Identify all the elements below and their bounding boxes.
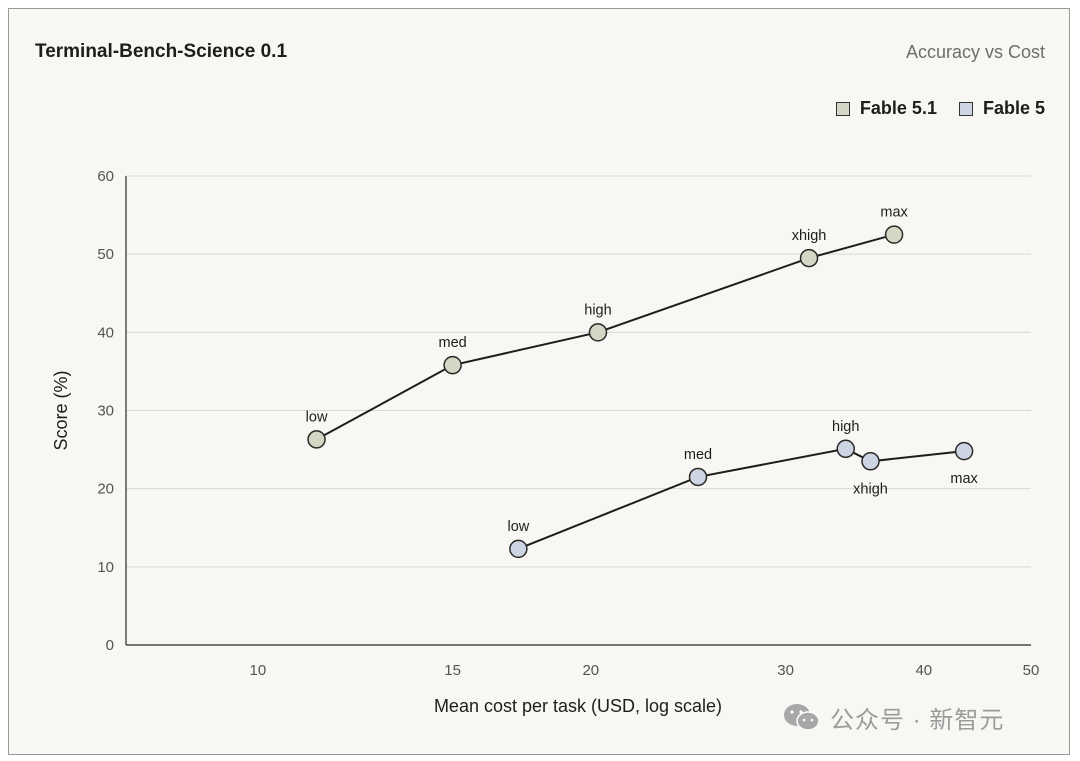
wechat-icon xyxy=(784,703,820,731)
y-tick-label-40: 40 xyxy=(97,324,114,341)
y-tick-label-0: 0 xyxy=(106,637,114,654)
chart-title: Terminal-Bench-Science 0.1 xyxy=(35,41,288,62)
legend-label-fable-5-1: Fable 5.1 xyxy=(859,98,937,118)
data-label-1-high: high xyxy=(832,419,859,435)
x-tick-label-15: 15 xyxy=(444,662,461,679)
x-axis-title: Mean cost per task (USD, log scale) xyxy=(434,696,722,716)
data-label-0-high: high xyxy=(584,302,611,318)
legend-label-fable-5: Fable 5 xyxy=(982,98,1045,118)
x-tick-label-20: 20 xyxy=(582,662,599,679)
data-label-1-xhigh: xhigh xyxy=(853,481,888,497)
data-label-1-max: max xyxy=(950,471,978,487)
data-label-0-max: max xyxy=(880,205,908,221)
data-point-1-med xyxy=(688,467,708,487)
data-point-1-low xyxy=(509,539,528,559)
data-point-1-xhigh xyxy=(861,452,880,471)
legend-swatch-fable-5 xyxy=(958,101,973,116)
data-label-0-med: med xyxy=(439,335,467,351)
data-point-0-med xyxy=(443,355,462,375)
legend-item-fable-5: Fable 5 xyxy=(958,98,1045,119)
data-point-0-xhigh xyxy=(799,248,819,268)
y-tick-label-10: 10 xyxy=(97,559,114,576)
data-label-1-low: low xyxy=(507,519,529,535)
chart-card: Terminal-Bench-Science 0.1 Accuracy vs C… xyxy=(8,8,1070,755)
x-tick-label-40: 40 xyxy=(915,662,932,679)
series-line-1 xyxy=(517,447,965,550)
watermark-text: 公众号 · 新智元 xyxy=(830,707,1005,734)
data-label-1-med: med xyxy=(684,447,712,463)
data-label-0-low: low xyxy=(306,409,328,425)
y-tick-label-30: 30 xyxy=(97,403,114,420)
data-point-1-high xyxy=(836,439,855,459)
legend-swatch-fable-5-1 xyxy=(835,101,850,116)
data-point-0-high xyxy=(588,323,608,342)
x-tick-label-10: 10 xyxy=(249,662,266,679)
legend-item-fable-5-1: Fable 5.1 xyxy=(835,98,937,119)
x-tick-label-50: 50 xyxy=(1023,662,1040,679)
chart-subtitle: Accuracy vs Cost xyxy=(905,42,1045,62)
legend: Fable 5.1 Fable 5 xyxy=(835,98,1045,119)
data-point-0-max xyxy=(884,225,904,244)
data-label-0-xhigh: xhigh xyxy=(792,228,827,244)
data-point-0-low xyxy=(307,430,326,449)
data-point-1-max xyxy=(954,441,974,461)
y-axis-title: Score (%) xyxy=(51,370,71,450)
y-tick-label-50: 50 xyxy=(97,246,114,263)
y-tick-label-20: 20 xyxy=(97,481,114,498)
y-tick-label-60: 60 xyxy=(97,168,114,185)
watermark: 公众号 · 新智元 xyxy=(782,700,1004,735)
x-tick-label-30: 30 xyxy=(777,662,794,679)
